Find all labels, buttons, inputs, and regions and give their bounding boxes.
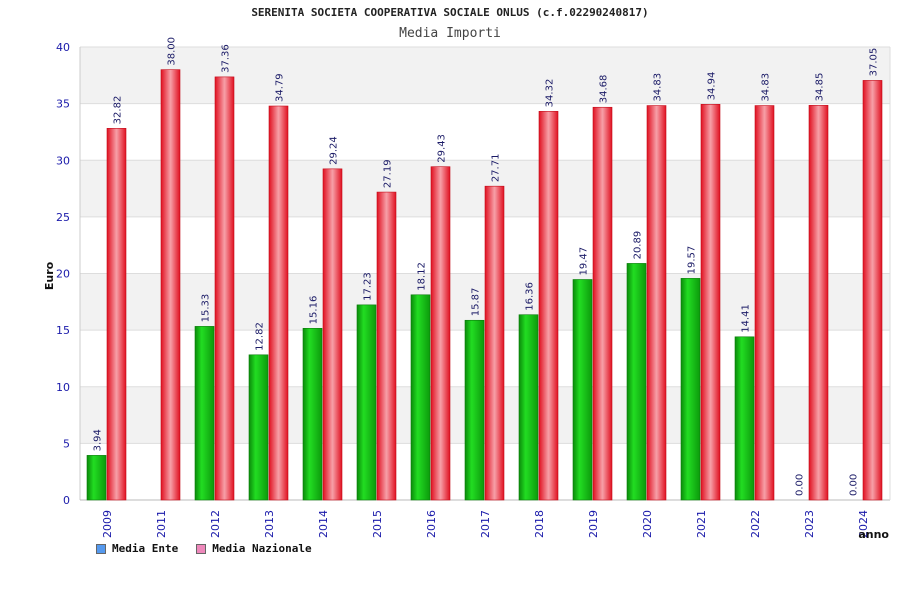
y-axis-label: Euro	[43, 261, 56, 290]
y-tick-label: 40	[56, 41, 70, 54]
x-tick-label: 2020	[641, 510, 654, 538]
legend-item-nazionale: Media Nazionale	[196, 542, 312, 555]
bar-media-ente	[518, 314, 539, 501]
bar-value-label: 15.33	[201, 294, 212, 323]
x-tick-label: 2024	[857, 510, 870, 538]
bar-media-nazionale	[430, 166, 451, 501]
bar-value-label: 34.94	[707, 72, 718, 101]
bar-media-nazionale	[160, 69, 181, 501]
y-tick-label: 5	[63, 437, 70, 450]
bar-media-ente	[626, 263, 647, 501]
bar-media-nazionale	[862, 80, 883, 501]
bar-media-ente	[464, 319, 485, 501]
legend-label-nazionale: Media Nazionale	[212, 542, 312, 555]
x-tick-label: 2011	[155, 510, 168, 538]
bar-value-label: 27.71	[491, 154, 502, 183]
bar-media-ente	[248, 354, 269, 501]
bar-value-label: 17.23	[363, 272, 374, 301]
bar-value-label: 12.82	[255, 322, 266, 351]
bar-value-label: 19.57	[687, 246, 698, 275]
legend-item-ente: Media Ente	[96, 542, 178, 555]
x-tick-label: 2015	[371, 510, 384, 538]
x-tick-labels: 2009 2011 2012 2013 2014 2015 2016 2017 2018 2019…	[101, 510, 870, 538]
bar-media-ente	[680, 278, 701, 501]
bar-value-label: 19.47	[579, 247, 590, 276]
bar-media-ente	[734, 336, 755, 501]
x-tick-label: 2013	[263, 510, 276, 538]
y-tick-label: 20	[56, 268, 70, 281]
legend-label-ente: Media Ente	[112, 542, 179, 555]
bar-media-nazionale	[214, 76, 235, 501]
bar-value-label: 15.87	[471, 288, 482, 317]
bar-value-label: 29.43	[437, 134, 448, 163]
x-tick-label: 2012	[209, 510, 222, 538]
x-tick-label: 2023	[803, 510, 816, 538]
bar-media-ente	[410, 294, 431, 501]
chart-subtitle: Media Importi	[399, 26, 501, 41]
bar-media-nazionale	[592, 106, 613, 501]
legend: Media Ente Media Nazionale	[96, 542, 312, 555]
bar-value-label: 34.83	[653, 73, 664, 102]
bar-value-label: 34.32	[545, 79, 556, 108]
bar-value-label: 34.68	[599, 75, 610, 104]
chart-title: SERENITA SOCIETA COOPERATIVA SOCIALE ONL…	[251, 6, 649, 19]
bar-media-ente	[302, 328, 323, 501]
bar-media-ente	[86, 455, 107, 501]
x-axis-label: anno	[858, 528, 889, 541]
bar-media-nazionale	[754, 105, 775, 501]
bar-media-nazionale	[538, 111, 559, 501]
bar-value-label: 16.36	[525, 282, 536, 311]
bar-media-nazionale	[106, 128, 127, 501]
bar-value-label: 37.36	[221, 44, 232, 73]
bar-value-label: 29.24	[329, 136, 340, 165]
bar-value-label: 0.00	[849, 474, 860, 496]
bar-value-label: 34.79	[275, 73, 286, 102]
bar-media-nazionale	[268, 105, 289, 501]
bar-value-label: 0.00	[795, 474, 806, 496]
bar-value-label: 32.82	[113, 96, 124, 125]
bar-media-nazionale	[322, 168, 343, 501]
x-tick-label: 2019	[587, 510, 600, 538]
legend-swatch-ente	[96, 543, 106, 554]
bar-media-ente	[572, 279, 593, 501]
y-tick-labels: 0 5 10 15 20 25 30 35 40	[56, 41, 70, 507]
x-tick-label: 2017	[479, 510, 492, 538]
bar-value-label: 18.12	[417, 262, 428, 291]
bar-media-nazionale	[808, 105, 829, 501]
bar-value-label: 37.05	[869, 48, 880, 77]
x-tick-label: 2022	[749, 510, 762, 538]
y-tick-label: 10	[56, 381, 70, 394]
legend-swatch-nazionale	[196, 543, 207, 554]
y-tick-label: 35	[56, 98, 70, 111]
x-tick-label: 2014	[317, 510, 330, 538]
x-tick-label: 2009	[101, 510, 114, 538]
bar-value-label: 14.41	[741, 304, 752, 333]
x-tick-label: 2018	[533, 510, 546, 538]
bar-media-nazionale	[700, 104, 721, 501]
bar-value-label: 20.89	[633, 231, 644, 260]
bar-media-nazionale	[484, 185, 505, 501]
bar-value-label: 38.00	[167, 37, 178, 66]
y-tick-label: 0	[63, 494, 70, 507]
y-tick-label: 25	[56, 211, 70, 224]
x-tick-label: 2016	[425, 510, 438, 538]
bar-media-nazionale	[646, 105, 667, 501]
bars-group	[86, 69, 883, 501]
bar-value-label: 15.16	[309, 296, 320, 325]
bar-value-label: 27.19	[383, 159, 394, 188]
bar-media-nazionale	[376, 191, 397, 501]
bar-value-label: 3.94	[93, 429, 104, 451]
bar-value-label: 34.85	[815, 73, 826, 102]
y-tick-label: 15	[56, 324, 70, 337]
bar-value-label: 34.83	[761, 73, 772, 102]
y-tick-label: 30	[56, 154, 70, 167]
x-tick-label: 2021	[695, 510, 708, 538]
bar-labels-group: 3.94 32.82 38.00 15.33 37.36 12.82 34.79 15.16 2…	[93, 37, 880, 496]
bar-media-ente	[356, 304, 377, 501]
bar-media-ente	[194, 326, 215, 501]
